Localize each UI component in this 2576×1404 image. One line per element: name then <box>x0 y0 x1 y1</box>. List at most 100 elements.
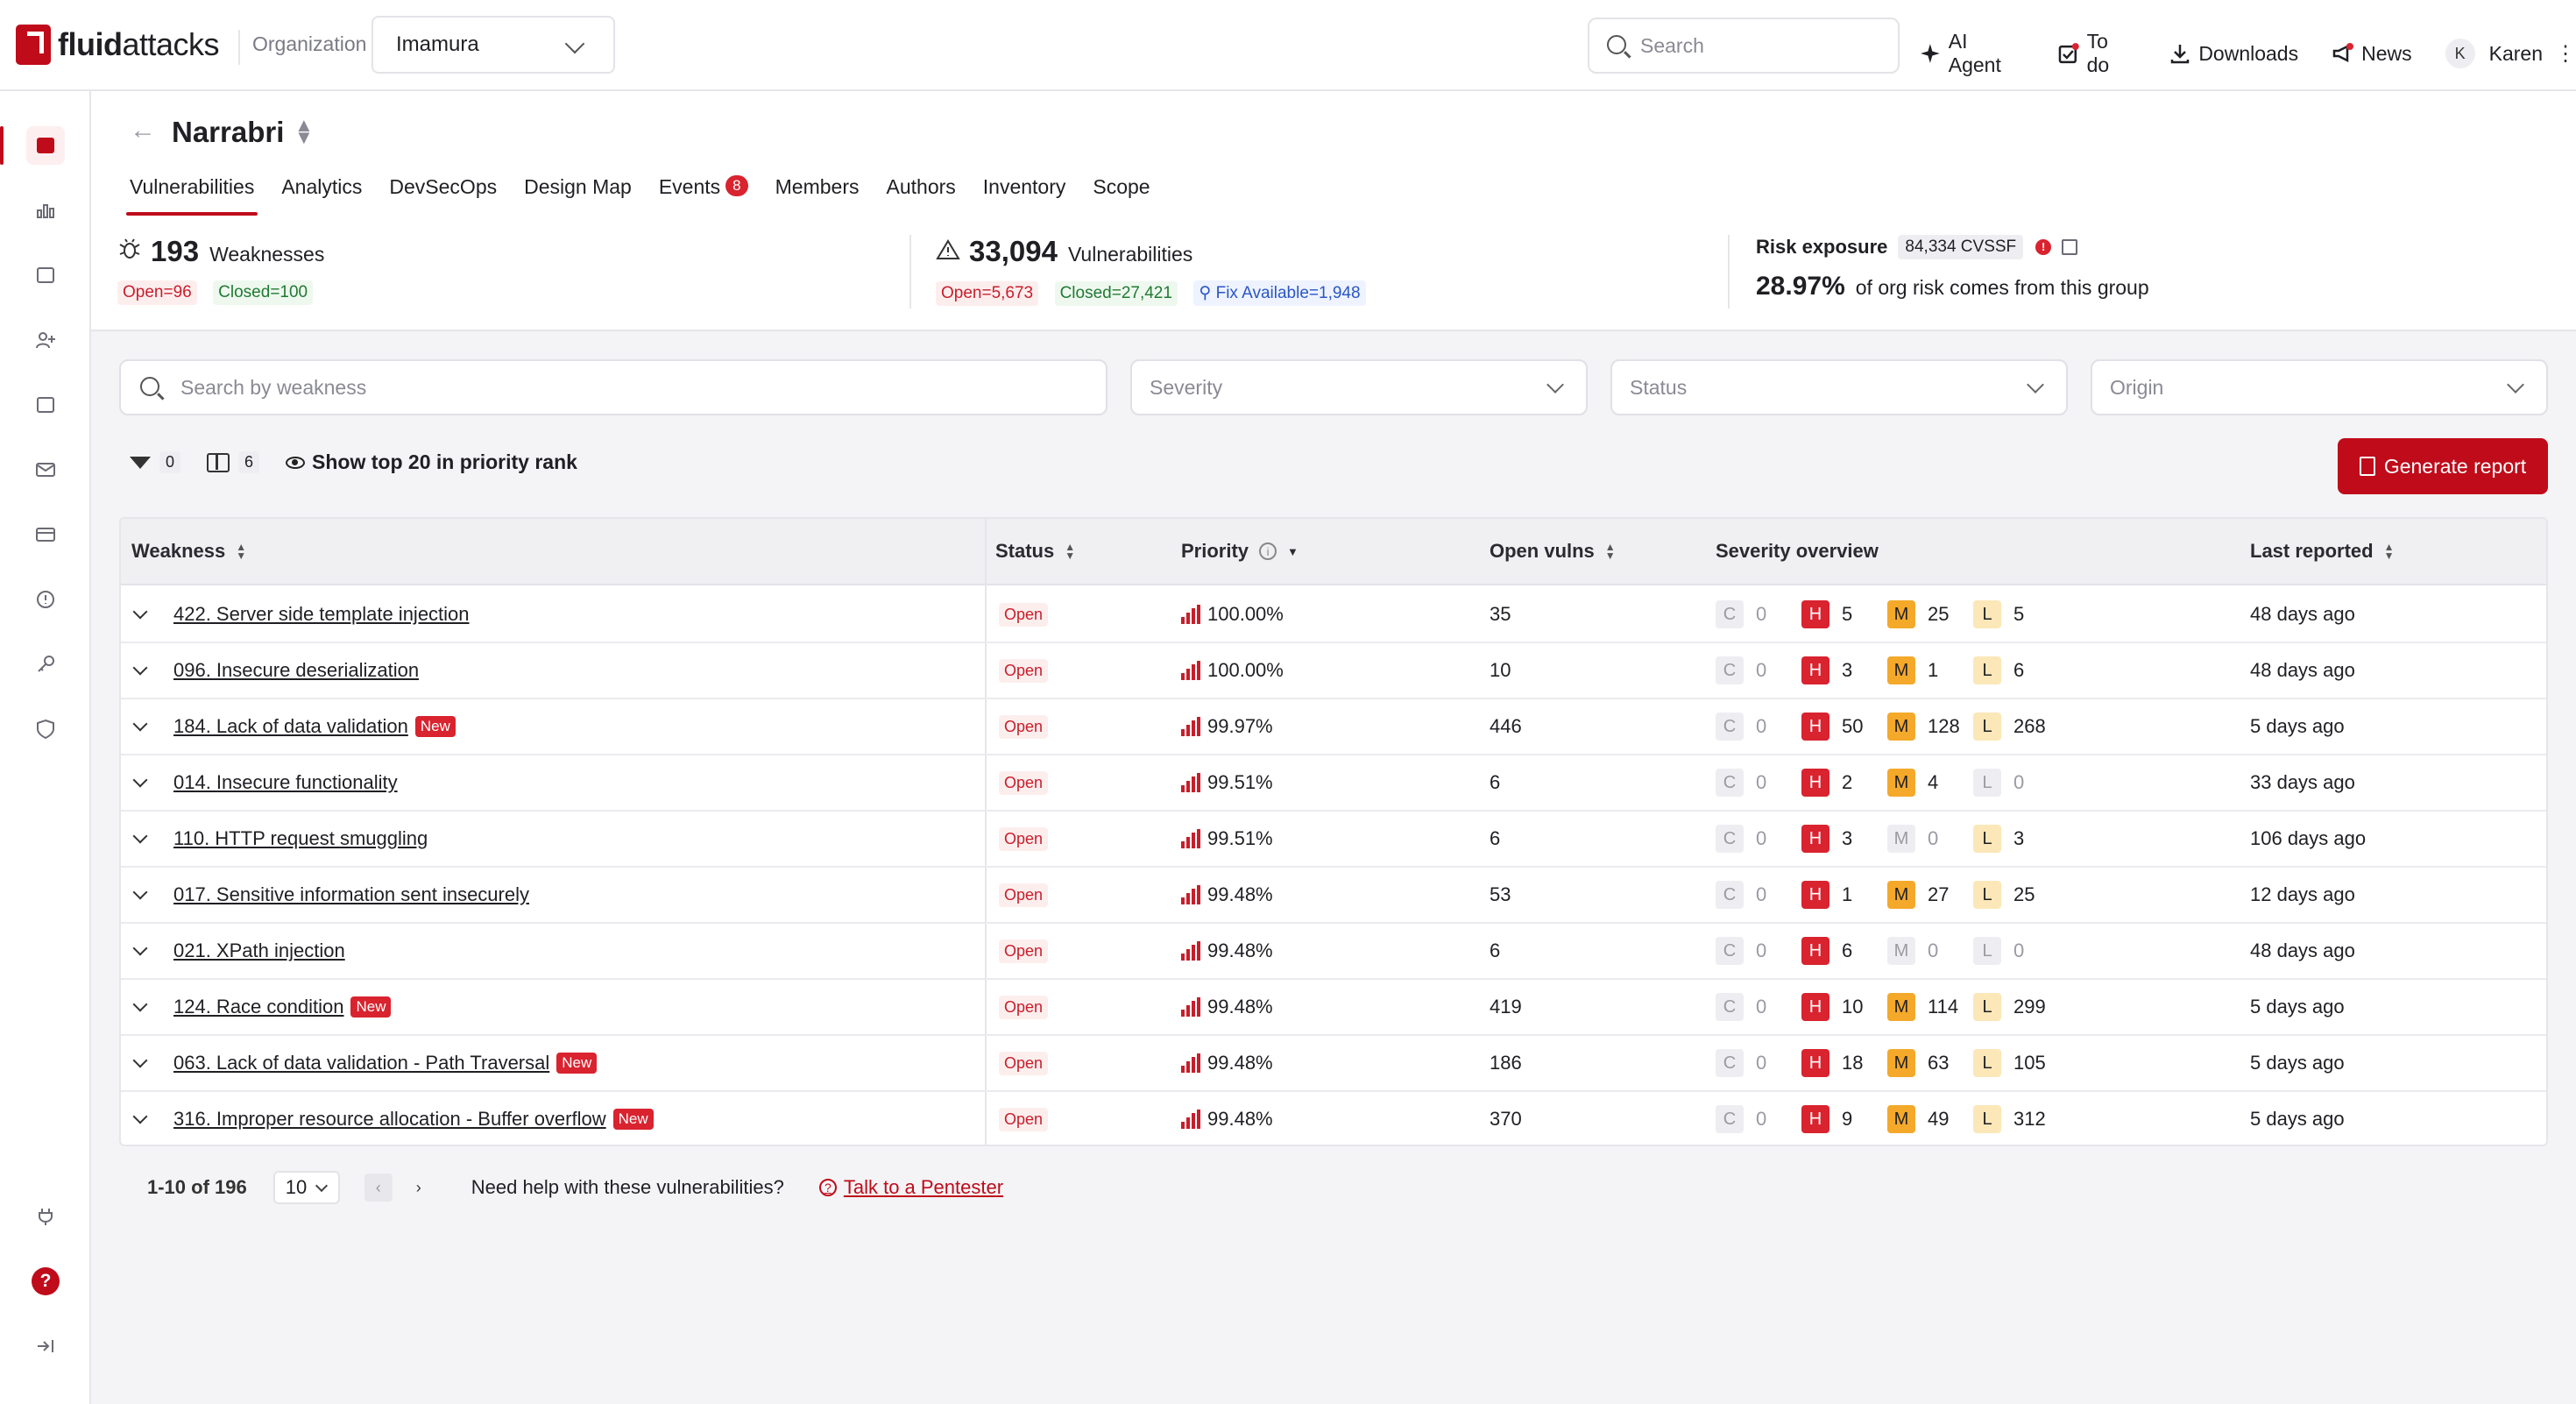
collapse-sidebar-button[interactable] <box>0 1323 91 1369</box>
filters-button[interactable]: 0 <box>130 451 181 473</box>
columns-button[interactable]: 6 <box>207 451 260 473</box>
sidebar-item-events[interactable] <box>0 577 91 622</box>
tab-vulnerabilities[interactable]: Vulnerabilities <box>125 168 258 216</box>
news-button[interactable]: News <box>2332 42 2412 66</box>
sidebar-item-integrations[interactable] <box>0 1194 91 1239</box>
show-top-20-button[interactable]: Show top 20 in priority rank <box>286 450 577 474</box>
severity-c-count: 0 <box>1756 883 1767 905</box>
table-row[interactable]: 124. Race condition New Open 99.48% 419 C 0 H 10… <box>121 980 2546 1036</box>
weakness-link[interactable]: 316. Improper resource allocation - Buff… <box>173 1108 606 1130</box>
status-badge: Open <box>999 714 1049 739</box>
table-row[interactable]: 021. XPath injection Open 99.48% 6 C 0 H 6 M 0 L 0 4… <box>121 924 2546 980</box>
expand-row-button[interactable] <box>132 812 148 866</box>
sidebar-item-policies[interactable] <box>0 706 91 752</box>
header-open-vulns[interactable]: Open vulns ▲ ▼ <box>1490 540 1616 562</box>
tab-authors[interactable]: Authors <box>886 175 956 198</box>
sidebar-item-members[interactable] <box>0 317 91 363</box>
back-arrow-icon[interactable]: ← <box>130 116 156 145</box>
tab-analytics[interactable]: Analytics <box>281 175 363 198</box>
table-row[interactable]: 184. Lack of data validation New Open 99.97… <box>121 699 2546 755</box>
table-row[interactable]: 063. Lack of data validation - Path Trav… <box>121 1036 2546 1092</box>
risk-info-icon[interactable]: ! <box>2035 239 2052 255</box>
severity-select[interactable]: Severity <box>1130 359 1588 415</box>
news-label: News <box>2361 41 2412 65</box>
table-row[interactable]: 110. HTTP request smuggling Open 99.51% 6 C 0… <box>121 812 2546 868</box>
table-row[interactable]: 096. Insecure deserialization Open 100.00%… <box>121 643 2546 699</box>
sidebar-item-compliance[interactable] <box>0 382 91 428</box>
group-switcher-icon[interactable]: ▲ ▼ <box>294 114 314 148</box>
ai-agent-button[interactable]: AI Agent <box>1919 30 2024 77</box>
sort-icon: ▲ ▼ <box>1604 541 1616 562</box>
weakness-link[interactable]: 110. HTTP request smuggling <box>173 827 428 849</box>
megaphone-icon <box>2332 43 2354 63</box>
header-weakness[interactable]: Weakness ▲ ▼ <box>131 540 247 562</box>
severity-h-count: 5 <box>1842 603 1853 625</box>
tab-inventory[interactable]: Inventory <box>982 175 1066 198</box>
weakness-link[interactable]: 124. Race condition <box>173 996 344 1018</box>
table-row[interactable]: 017. Sensitive information sent insecure… <box>121 868 2546 924</box>
severity-c-badge: C <box>1716 769 1744 797</box>
expand-row-button[interactable] <box>132 924 148 978</box>
weakness-link[interactable]: 063. Lack of data validation - Path Trav… <box>173 1052 550 1074</box>
todo-label: To do <box>2086 30 2110 76</box>
tab-events[interactable]: Events 8 <box>659 168 748 216</box>
todo-button[interactable]: To do <box>2057 30 2135 77</box>
user-menu[interactable]: K Karen ⋮ <box>2445 39 2576 68</box>
weakness-link[interactable]: 096. Insecure deserialization <box>173 659 420 681</box>
divider <box>1728 235 1730 308</box>
weakness-link[interactable]: 014. Insecure functionality <box>173 771 398 793</box>
status-select[interactable]: Status <box>1610 359 2068 415</box>
sidebar-item-groups[interactable] <box>0 123 91 168</box>
weakness-link[interactable]: 184. Lack of data validation <box>173 715 408 737</box>
expand-row-button[interactable] <box>132 868 148 922</box>
kebab-menu-icon[interactable]: ⋮ <box>2555 41 2576 66</box>
expand-row-button[interactable] <box>132 643 148 698</box>
downloads-button[interactable]: Downloads <box>2169 42 2298 66</box>
sidebar-item-messages[interactable] <box>0 447 91 493</box>
header-status[interactable]: Status ▲ ▼ <box>995 540 1076 562</box>
next-page-button[interactable]: › <box>404 1174 433 1202</box>
origin-select[interactable]: Origin <box>2091 359 2548 415</box>
table-row[interactable]: 316. Improper resource allocation - Buff… <box>121 1092 2546 1145</box>
talk-to-pentester-link[interactable]: ? Talk to a Pentester <box>818 1176 1003 1199</box>
expand-row-button[interactable] <box>132 1092 148 1145</box>
chevron-down-icon <box>132 660 148 676</box>
expand-row-button[interactable] <box>132 1036 148 1090</box>
weakness-link[interactable]: 017. Sensitive information sent insecure… <box>173 883 529 905</box>
table-row[interactable]: 014. Insecure functionality Open 99.51% 6 C 0… <box>121 755 2546 812</box>
tab-design-map[interactable]: Design Map <box>524 175 632 198</box>
fluidattacks-logo[interactable]: fluidattacks <box>16 25 220 65</box>
severity-c-badge: C <box>1716 993 1744 1021</box>
fix-available-chip[interactable]: ⚲ Fix Available=1,948 <box>1193 280 1366 306</box>
weakness-link[interactable]: 422. Server side template injection <box>173 603 470 625</box>
table-row[interactable]: 422. Server side template injection Open 1… <box>121 587 2546 643</box>
weakness-link[interactable]: 021. XPath injection <box>173 940 345 961</box>
expand-row-button[interactable] <box>132 699 148 754</box>
info-icon[interactable]: i <box>1259 542 1277 560</box>
severity-c-badge: C <box>1716 600 1744 628</box>
expand-row-button[interactable] <box>132 755 148 810</box>
open-vulns-value: 370 <box>1490 1108 1522 1130</box>
generate-report-button[interactable]: Generate report <box>2338 438 2548 494</box>
sidebar-item-portfolios[interactable] <box>0 252 91 298</box>
sidebar-item-analytics[interactable] <box>0 188 91 233</box>
previous-page-button[interactable]: ‹ <box>364 1174 393 1202</box>
global-search-input[interactable]: Search <box>1588 18 1900 74</box>
expand-row-button[interactable] <box>132 587 148 642</box>
help-button[interactable]: ? <box>0 1259 91 1304</box>
tab-members[interactable]: Members <box>775 175 860 198</box>
priority-value: 99.48% <box>1207 940 1273 961</box>
severity-c-count: 0 <box>1756 996 1767 1018</box>
header-priority[interactable]: Priority i ▼ <box>1181 540 1299 562</box>
page-size-select[interactable]: 10 <box>272 1171 340 1204</box>
tab-scope[interactable]: Scope <box>1093 175 1150 198</box>
sidebar-item-credentials[interactable] <box>0 642 91 687</box>
organization-select[interactable]: Imamura <box>372 16 615 74</box>
weakness-search-input[interactable]: Search by weakness <box>119 359 1108 415</box>
sidebar-item-billing[interactable] <box>0 512 91 557</box>
expand-row-button[interactable] <box>132 980 148 1034</box>
sparkle-icon <box>1920 44 1940 63</box>
header-last-reported[interactable]: Last reported ▲ ▼ <box>2250 540 2395 562</box>
external-link-icon[interactable] <box>2062 239 2078 255</box>
tab-devsecops[interactable]: DevSecOps <box>389 175 498 198</box>
